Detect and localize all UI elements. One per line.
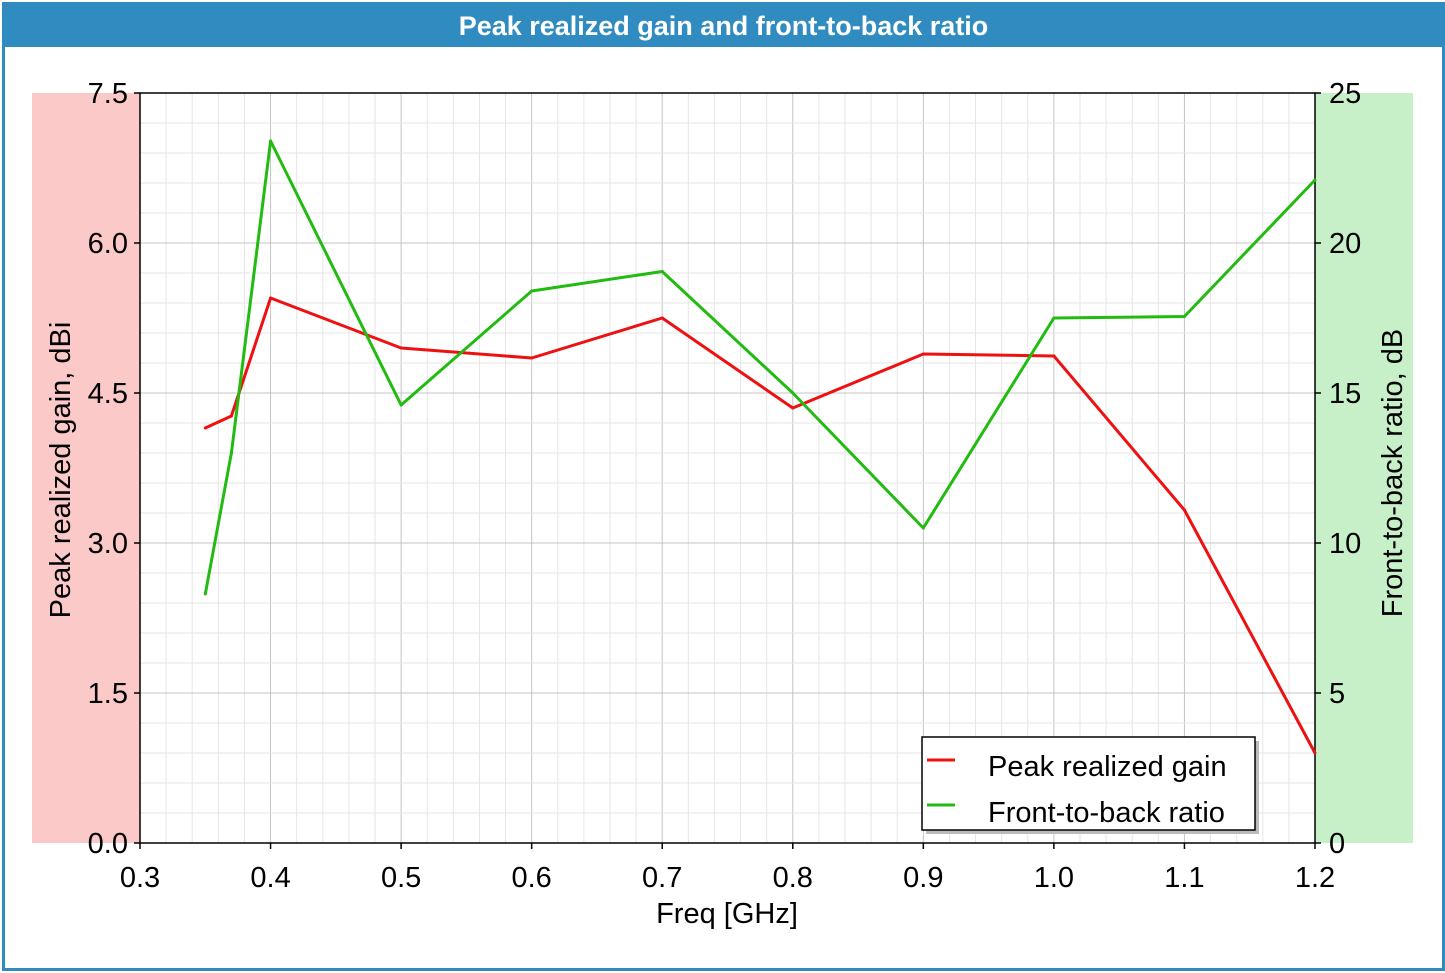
y-left-tick-label: 7.5 [88, 78, 128, 110]
y-right-tick-label: 15 [1329, 378, 1361, 410]
x-tick-label: 0.5 [381, 862, 421, 894]
legend: Peak realized gain Front-to-back ratio [921, 736, 1259, 834]
data-point-peak-gain [530, 356, 534, 360]
x-axis-label: Freq [GHz] [656, 898, 798, 930]
legend-label-front-to-back: Front-to-back ratio [988, 797, 1225, 829]
legend-label-peak-gain: Peak realized gain [988, 751, 1227, 783]
data-point-front-to-back [229, 451, 233, 455]
data-point-front-to-back [1182, 315, 1186, 318]
x-tick-label: 0.7 [642, 862, 682, 894]
y-axis-right-label: Front-to-back ratio, dB [1377, 329, 1409, 618]
data-point-peak-gain [269, 296, 273, 300]
y-left-tick-label: 3.0 [88, 528, 128, 560]
data-point-peak-gain [921, 352, 925, 356]
data-point-front-to-back [791, 391, 795, 395]
chart-canvas: 0.3 0.4 0.5 0.6 0.7 0.8 0.9 1.0 1.1 1.2 0.0 1.5 3.0 4… [32, 78, 1413, 930]
x-tick-label: 0.3 [120, 862, 160, 894]
data-point-peak-gain [660, 316, 664, 320]
data-point-front-to-back [530, 289, 534, 293]
series-layer [203, 139, 1317, 755]
data-point-front-to-back [1313, 178, 1317, 182]
data-point-front-to-back [921, 526, 925, 530]
data-point-front-to-back [203, 592, 207, 596]
x-tick-label: 0.9 [903, 862, 943, 894]
data-point-peak-gain [1313, 751, 1317, 755]
plot-background [140, 93, 1315, 843]
axis-bands [32, 93, 1413, 843]
data-point-peak-gain [399, 346, 403, 350]
left-axis-band [32, 93, 140, 843]
y-right-tick-label: 25 [1329, 78, 1361, 110]
x-tick-label: 0.8 [773, 862, 813, 894]
y-axis-left-label: Peak realized gain, dBi [45, 322, 77, 619]
legend-box [921, 736, 1256, 831]
data-point-front-to-back [269, 139, 273, 143]
y-right-tick-label: 0 [1329, 828, 1345, 860]
data-point-front-to-back [399, 403, 403, 407]
x-tick-label: 1.0 [1034, 862, 1074, 894]
data-point-peak-gain [791, 406, 795, 410]
grid-lines [140, 93, 1315, 843]
data-point-peak-gain [229, 414, 233, 418]
y-right-tick-label: 5 [1329, 678, 1345, 710]
x-tick-label: 0.6 [512, 862, 552, 894]
chart-title: Peak realized gain and front-to-back rat… [5, 5, 1442, 47]
y-left-tick-label: 1.5 [88, 678, 128, 710]
plot-border [139, 92, 1316, 844]
y-left-tick-label: 4.5 [88, 378, 128, 410]
x-tick-label: 0.4 [250, 862, 290, 894]
y-right-tick-label: 10 [1329, 528, 1361, 560]
right-axis-band [1315, 93, 1413, 843]
data-point-front-to-back [1052, 316, 1056, 320]
y-left-tick-label: 0.0 [88, 828, 128, 860]
plot-area [139, 92, 1316, 844]
data-point-peak-gain [1182, 508, 1186, 512]
data-point-peak-gain [203, 426, 207, 430]
y-right-tick-label: 20 [1329, 228, 1361, 260]
y-left-tick-label: 6.0 [88, 228, 128, 260]
data-point-front-to-back [660, 270, 664, 273]
x-tick-label: 1.2 [1295, 862, 1335, 894]
x-tick-label: 1.1 [1164, 862, 1204, 894]
data-point-peak-gain [1052, 354, 1056, 358]
tick-labels: 0.3 0.4 0.5 0.6 0.7 0.8 0.9 1.0 1.1 1.2 0.0 1.5 3.0 4… [88, 78, 1362, 894]
